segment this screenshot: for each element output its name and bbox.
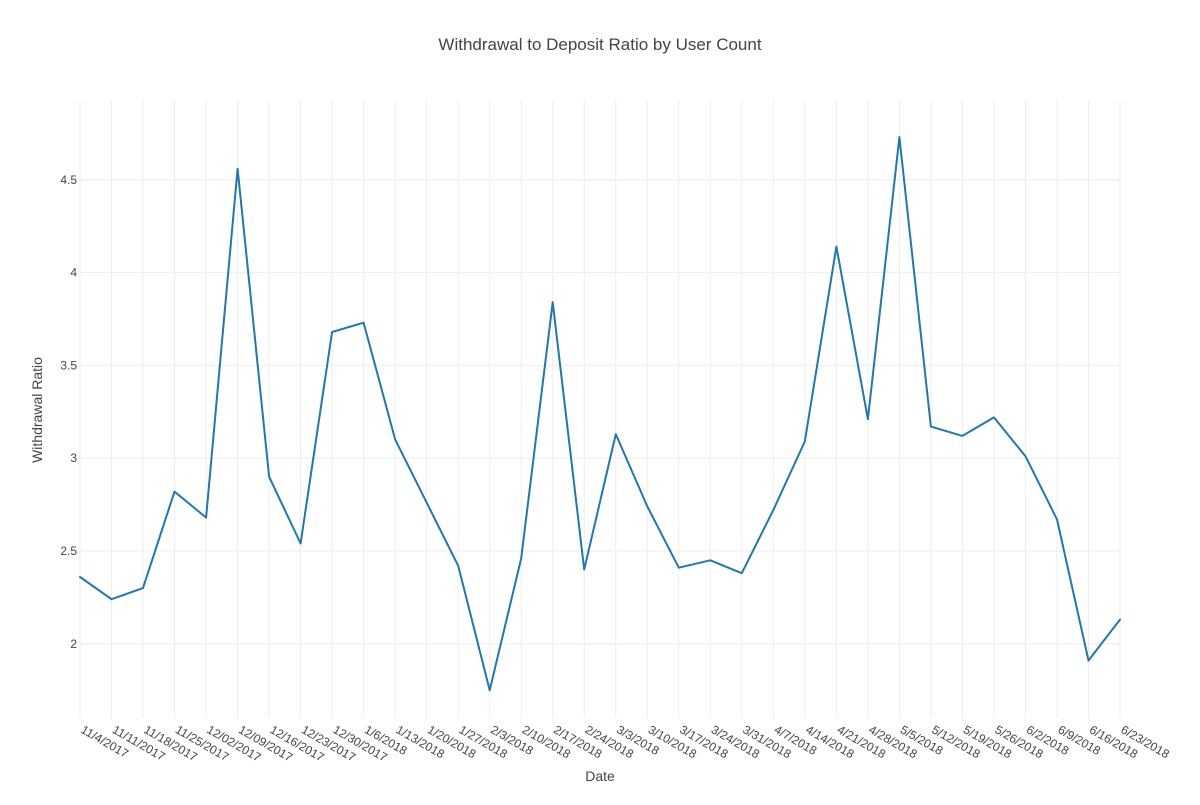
data-point [203,515,209,521]
data-point [518,555,524,561]
x-axis-ticks: 11/4/201711/11/201711/18/201711/25/20171… [79,722,1173,764]
series-line [79,136,1121,692]
x-axis-title: Date [585,768,615,784]
data-point [991,414,997,420]
data-point [361,320,367,326]
data-point [739,570,745,576]
data-point [865,416,871,422]
data-point [676,565,682,571]
data-point [298,541,304,547]
data-point [487,687,493,693]
data-point [424,500,430,506]
y-tick-label: 4 [70,266,77,280]
data-point [1054,516,1060,522]
data-point [1117,617,1123,623]
chart-title: Withdrawal to Deposit Ratio by User Coun… [438,35,761,54]
y-axis-ticks: 2 2.5 3 3.5 4 4.5 [60,173,77,651]
data-point [172,489,178,495]
data-point [77,574,83,580]
data-point [266,474,272,480]
data-point [896,134,902,140]
data-point [392,437,398,443]
data-point [644,503,650,509]
series-group [77,134,1123,693]
data-point [109,596,115,602]
y-tick-label: 3.5 [60,358,77,372]
data-point [329,329,335,335]
data-point [802,438,808,444]
y-tick-label: 2 [70,637,77,651]
data-point [1085,657,1091,663]
data-point [1022,453,1028,459]
data-point [707,557,713,563]
data-point [140,585,146,591]
data-point [770,507,776,513]
y-tick-label: 4.5 [60,173,77,187]
y-tick-label: 3 [70,451,77,465]
y-axis-title: Withdrawal Ratio [29,357,45,463]
data-point [833,244,839,250]
data-point [455,563,461,569]
data-point [959,433,965,439]
data-point [581,567,587,573]
data-point [928,424,934,430]
grid [79,100,1121,718]
data-point [550,299,556,305]
data-point [613,431,619,437]
y-tick-label: 2.5 [60,544,77,558]
data-point [235,166,241,172]
